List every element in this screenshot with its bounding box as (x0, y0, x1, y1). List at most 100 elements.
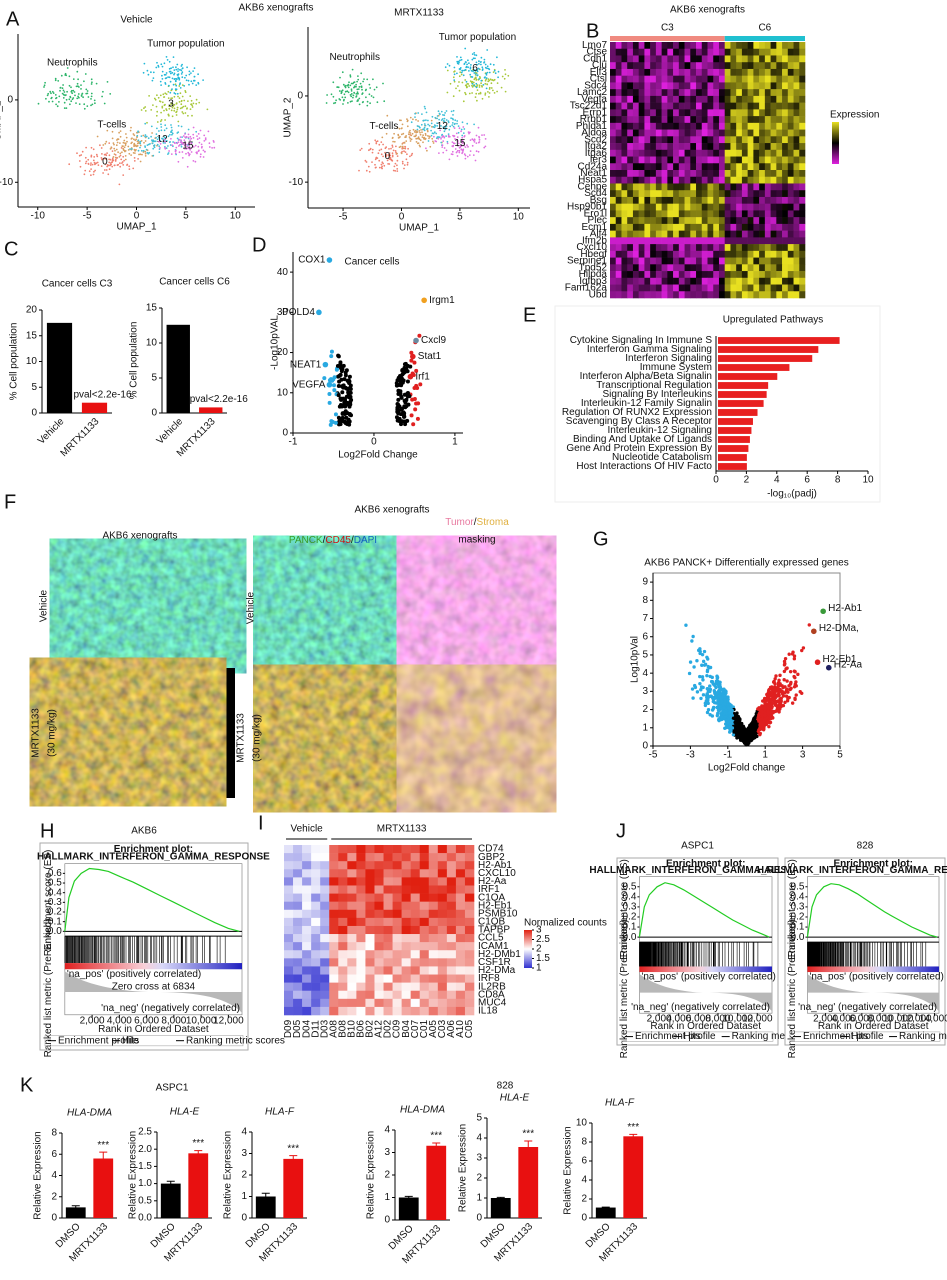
heatmap-cell (621, 237, 628, 245)
heatmap-cell (632, 129, 639, 137)
row-label: Cd24a (578, 161, 608, 172)
heatmap-cell (667, 223, 674, 231)
heatmap-cell (793, 156, 800, 164)
heatmap-cell (770, 210, 777, 218)
background-point (346, 418, 351, 423)
heatmap-cell (764, 136, 771, 144)
heatmap-cell (365, 998, 375, 1008)
heatmap-cell (799, 264, 806, 272)
heatmap-cell (673, 42, 680, 50)
heatmap-cell (610, 217, 617, 225)
x-tick-label: 0 (371, 437, 377, 448)
x-tick-label: 2 (744, 475, 750, 486)
heatmap-cell (718, 190, 726, 198)
chart-title: AKB6 (131, 826, 157, 837)
row-label: (30 mg/kg) (47, 709, 58, 757)
heatmap-cell (621, 203, 628, 211)
background-point (768, 710, 772, 715)
heatmap-cell (632, 48, 639, 56)
bar (398, 1197, 419, 1220)
heatmap-cell (753, 170, 760, 178)
heatmap-cell (356, 942, 366, 951)
heatmap-cell (730, 116, 737, 124)
background-point (778, 673, 782, 678)
heatmap-cell (655, 237, 662, 245)
heatmap-cell (621, 264, 628, 272)
heatmap-cell (638, 89, 645, 97)
heatmap-cell (799, 291, 806, 299)
heatmap-cell (627, 217, 634, 225)
y-tick-label: 0 (7, 95, 13, 106)
heatmap-cell (713, 271, 720, 279)
heatmap-cell (690, 203, 697, 211)
heatmap-cell (678, 136, 685, 144)
x-tick-label: 1 (762, 750, 768, 761)
background-point (347, 412, 352, 417)
x-tick-label: 10 (862, 475, 874, 486)
heatmap-cell (718, 196, 726, 204)
heatmap-cell (718, 55, 726, 63)
heatmap-cell (661, 210, 668, 218)
error-bar (404, 1195, 413, 1200)
heatmap-cell (302, 982, 312, 992)
heatmap-cell (667, 237, 674, 245)
row-label: Ubd (589, 289, 607, 300)
heatmap-cell (320, 966, 330, 975)
heatmap-cell (338, 893, 348, 902)
column-label: B04 (401, 1020, 412, 1038)
chart-title: HLA-F (605, 1098, 635, 1109)
heatmap-cell (747, 230, 754, 238)
heatmap-cell (718, 284, 726, 292)
heatmap-cell (799, 102, 806, 110)
micrograph (410, 677, 543, 800)
heatmap-cell (661, 237, 668, 245)
colorbar (832, 122, 839, 164)
heatmap-cell (302, 893, 312, 902)
heatmap-cell (650, 176, 657, 184)
heatmap-cell (610, 95, 617, 103)
heatmap-cell (736, 257, 743, 265)
cluster-label: 12 (437, 121, 449, 132)
heatmap-cell (736, 89, 743, 97)
heatmap-cell (383, 877, 393, 886)
background-point (779, 698, 783, 703)
heatmap-cell (713, 129, 720, 137)
category-label: Signaling By Interleukins (602, 389, 712, 400)
heatmap-cell (428, 934, 439, 943)
y-tick-label: 3 (642, 686, 648, 697)
heatmap-cell (329, 861, 339, 870)
heatmap-cell (455, 925, 466, 935)
heatmap-cell (655, 55, 662, 63)
heatmap-cell (696, 82, 703, 90)
heatmap-cell (741, 250, 748, 258)
colorbar-tick-label: 1.5 (536, 953, 550, 964)
heatmap-cell (329, 974, 339, 983)
heatmap-cell (713, 176, 720, 184)
heatmap-cell (655, 75, 662, 83)
heatmap-cell (713, 109, 720, 117)
heatmap-cell (610, 48, 617, 56)
heatmap-cell (632, 244, 639, 252)
heatmap-cell (338, 958, 348, 967)
annotation: pval<2.2e-16 (73, 389, 132, 400)
heatmap-cell (284, 877, 294, 886)
background-point (394, 383, 399, 388)
background-point (409, 413, 414, 418)
heatmap-cell (667, 210, 674, 218)
heatmap-cell (464, 925, 475, 935)
heatmap-cell (776, 196, 783, 204)
heatmap-cell (615, 183, 622, 191)
heatmap-cell (638, 277, 645, 285)
heatmap-cell (741, 257, 748, 265)
heatmap-cell (615, 75, 622, 83)
heatmap-cell (347, 966, 357, 975)
heatmap-cell (741, 203, 748, 211)
heatmap-cell (632, 82, 639, 90)
background-point (791, 650, 795, 654)
background-point (787, 684, 791, 688)
heatmap-cell (678, 122, 685, 130)
background-point (338, 396, 343, 401)
row-label: C1QA (478, 892, 506, 903)
heatmap-cell (678, 42, 685, 50)
heatmap-cell (650, 271, 657, 279)
